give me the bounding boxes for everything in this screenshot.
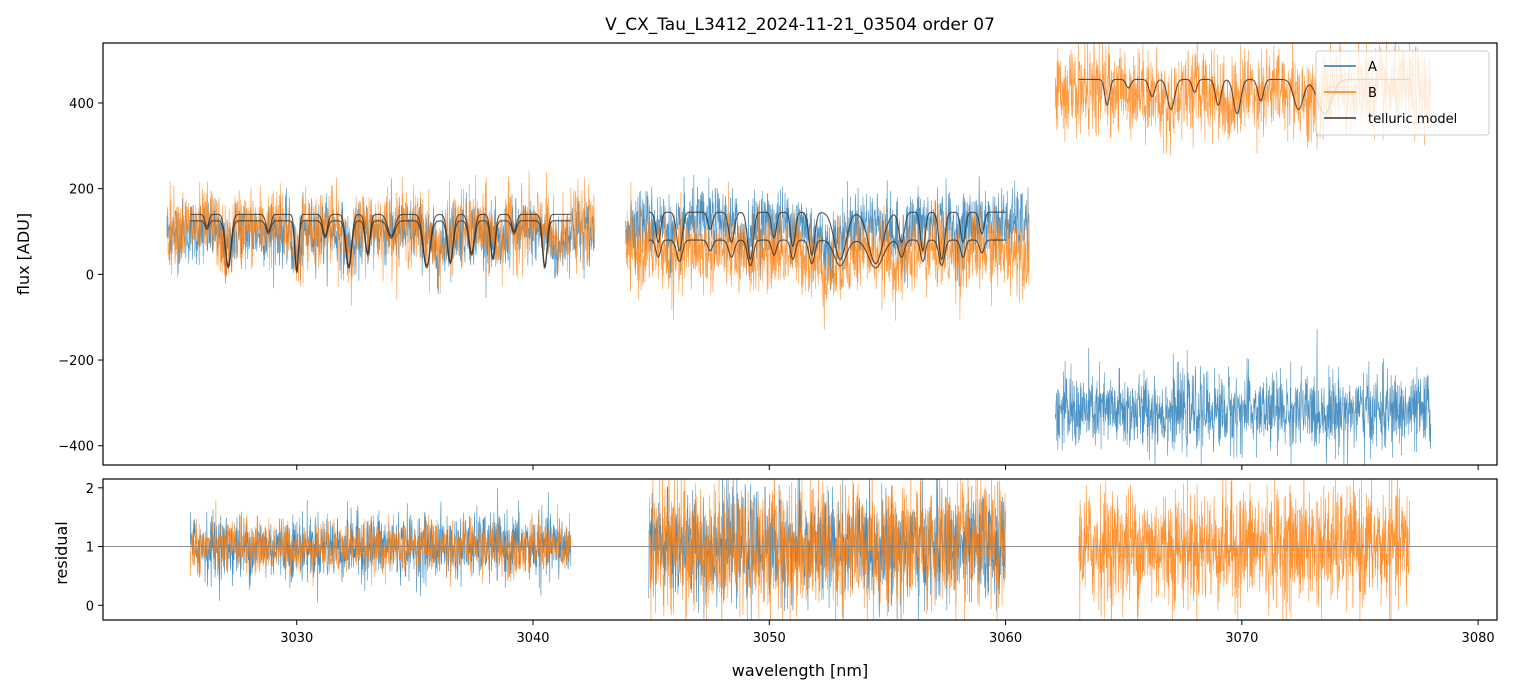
wavelength-xtick-label: 3060 — [989, 631, 1022, 646]
legend-label-b: B — [1368, 86, 1377, 101]
flux-panel-frame — [102, 42, 1498, 466]
legend-label-telluric-model: telluric model — [1368, 112, 1457, 127]
residual-panel-frame — [102, 478, 1498, 621]
flux-ytick-label: 400 — [69, 97, 94, 112]
residual-ytick-label: 2 — [86, 482, 94, 497]
flux-ytick-label: −200 — [58, 354, 94, 369]
legend-label-a: A — [1368, 60, 1377, 75]
legend: A B telluric model — [1315, 50, 1490, 136]
wavelength-xtick-label: 3070 — [1225, 631, 1258, 646]
flux-series-b-segment-1 — [166, 171, 595, 306]
residual-series-b-segment-2 — [648, 479, 1006, 620]
flux-series-b-segment-2 — [624, 181, 1030, 330]
flux-panel: 400 200 0 −200 −400 flux [ADU] A B telluric … — [14, 42, 1498, 470]
chart-title: V_CX_Tau_L3412_2024-11-21_03504 order 07 — [605, 15, 995, 35]
flux-series-a-segment-3 — [1054, 328, 1432, 465]
wavelength-xtick-label: 3080 — [1462, 631, 1495, 646]
telluric-model-segment-2-1 — [648, 211, 1006, 265]
residual-panel: 2 1 0 3030 3040 3050 3060 3070 3080 residual wa… — [52, 478, 1498, 680]
telluric-model-segment-1-1 — [190, 213, 571, 272]
residual-ytick-label: 1 — [86, 541, 94, 556]
wavelength-xtick-label: 3050 — [753, 631, 786, 646]
residual-ytick-label: 0 — [86, 599, 94, 614]
flux-ytick-label: 0 — [86, 268, 94, 283]
flux-ytick-label: −400 — [58, 440, 94, 455]
flux-ytick-label: 200 — [69, 183, 94, 198]
telluric-model-segment-1-2 — [190, 220, 571, 274]
wavelength-axis-label: wavelength [nm] — [732, 661, 869, 680]
residual-axis-label: residual — [52, 521, 71, 584]
telluric-model-segment-2-2 — [648, 239, 1006, 269]
flux-axis-label: flux [ADU] — [14, 213, 33, 295]
residual-series-b-segment-3 — [1078, 479, 1410, 620]
residual-series-b-segment-1 — [190, 500, 572, 587]
wavelength-xtick-label: 3030 — [280, 631, 313, 646]
wavelength-xtick-label: 3040 — [516, 631, 549, 646]
